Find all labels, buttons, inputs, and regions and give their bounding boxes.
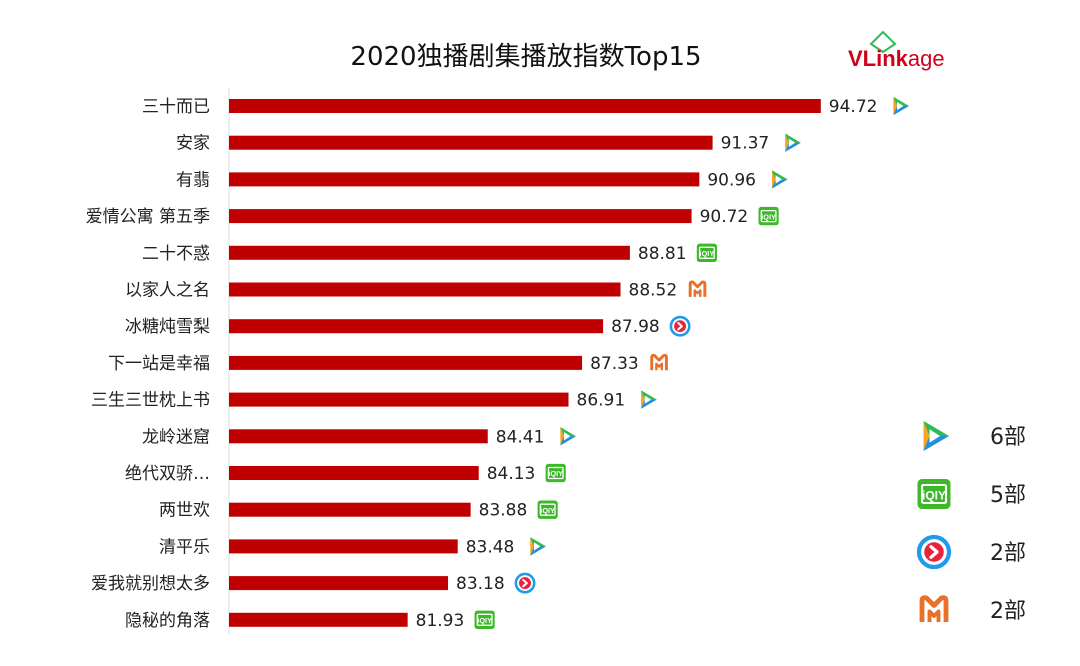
category-label: 爱情公寓 第五季: [86, 207, 210, 227]
value-label: 90.96: [707, 170, 756, 190]
tencent-platform-icon: [560, 427, 576, 446]
bar: [229, 245, 630, 260]
value-label: 84.13: [487, 464, 536, 484]
logo-icon: [869, 30, 897, 54]
value-label: 90.72: [700, 207, 749, 227]
legend-youku-icon: [919, 537, 949, 567]
bar: [229, 282, 621, 297]
iqiyi-platform-icon: [536, 499, 559, 520]
iqiyi-platform-icon: [473, 609, 496, 630]
mango-platform-icon: [650, 353, 668, 372]
iqiyi-platform-icon: [544, 463, 567, 483]
category-label: 三十而已: [142, 97, 210, 117]
value-label: 91.37: [721, 134, 770, 154]
value-label: 87.33: [590, 354, 639, 374]
vlinkage-logo: VLinkage: [848, 30, 945, 71]
category-label: 清平乐: [159, 537, 210, 557]
category-label: 两世欢: [159, 501, 210, 521]
legend: 6部 5部 2部 2部: [916, 421, 1026, 624]
bar: [229, 392, 569, 407]
bar: [229, 209, 692, 224]
youku-platform-icon: [514, 572, 536, 594]
bar: [229, 429, 488, 444]
bar: [229, 612, 408, 627]
legend-mango-icon: [922, 598, 946, 622]
bar: [229, 576, 449, 591]
youku-platform-icon: [669, 315, 691, 337]
tencent-platform-icon: [771, 170, 788, 189]
category-label: 冰糖炖雪梨: [125, 317, 210, 337]
value-label: 87.98: [611, 317, 660, 337]
tencent-platform-icon: [530, 537, 546, 556]
legend-count: 5部: [990, 483, 1026, 508]
value-label: 84.41: [496, 427, 545, 447]
value-label: 88.81: [638, 244, 687, 264]
value-label: 88.52: [629, 281, 678, 301]
value-label: 94.72: [829, 97, 878, 117]
bars-group: 三十而已 94.72 安家 91.37 有翡 90.96 爱情公寓 第五季 90.72 二十不惑…: [86, 96, 909, 631]
category-label: 绝代双骄…: [125, 464, 210, 484]
mango-platform-icon: [688, 280, 707, 299]
legend-count: 2部: [990, 541, 1026, 566]
category-label: 安家: [176, 134, 210, 154]
svg-text:VLinkage: VLinkage: [848, 46, 945, 71]
bar: [229, 172, 700, 187]
bar: [229, 355, 583, 370]
category-label: 三生三世枕上书: [91, 391, 210, 411]
bar: [229, 539, 458, 554]
category-label: 隐秘的角落: [125, 611, 210, 631]
bar: [229, 466, 479, 480]
bar: [229, 319, 604, 334]
tencent-platform-icon: [893, 96, 909, 116]
category-label: 二十不惑: [142, 244, 210, 264]
value-label: 81.93: [416, 611, 465, 631]
iqiyi-platform-icon: [696, 242, 718, 263]
category-label: 以家人之名: [125, 281, 210, 301]
category-label: 爱我就别想太多: [91, 574, 210, 594]
bar: [229, 135, 713, 150]
category-label: 下一站是幸福: [108, 354, 210, 374]
legend-count: 2部: [990, 599, 1026, 624]
value-label: 83.48: [466, 537, 515, 557]
category-label: 龙岭迷窟: [142, 427, 210, 447]
legend-count: 6部: [990, 425, 1026, 450]
bar: [229, 99, 821, 113]
chart-title: 2020独播剧集播放指数Top15: [350, 42, 701, 72]
value-label: 83.18: [456, 574, 505, 594]
tencent-platform-icon: [785, 133, 801, 152]
value-label: 86.91: [577, 391, 626, 411]
category-label: 有翡: [176, 170, 210, 190]
tencent-platform-icon: [641, 390, 657, 409]
legend-tencent-icon: [923, 421, 949, 451]
bar: [229, 502, 471, 517]
legend-iqiyi-icon: [916, 477, 952, 511]
value-label: 83.88: [479, 501, 528, 521]
iqiyi-platform-icon: [757, 206, 780, 226]
